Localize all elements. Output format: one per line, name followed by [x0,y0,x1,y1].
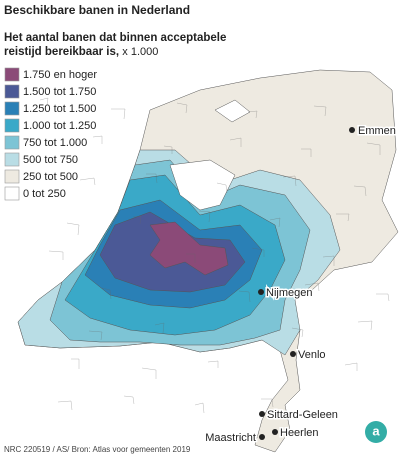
border-hint [336,213,350,222]
legend-label: 1.500 tot 1.750 [23,86,96,98]
unit: x 1.000 [122,46,158,58]
border-hint [313,105,327,117]
legend-swatch [4,84,20,99]
border-hint [376,293,390,302]
legend-label: 1.250 tot 1.500 [23,103,96,115]
border-hint [229,137,242,147]
border-hint [111,108,126,120]
map-region [169,159,236,211]
city-dot [259,411,265,417]
border-hint [261,398,274,408]
border-hint [282,175,297,187]
title: Beschikbare banen in Nederland [4,3,190,17]
legend-swatch [4,118,20,133]
border-hint [88,330,103,341]
border-hint [207,360,219,368]
svg-text:a: a [372,423,380,438]
border-hint [301,148,312,157]
legend-label: 1.000 tot 1.250 [23,120,96,132]
border-hint [57,400,73,411]
city-label: Heerlen [280,427,319,439]
map-region [149,221,229,276]
subtitle-line: reistijd bereikbaar is, x 1.000 [4,46,158,58]
border-hint [154,322,165,334]
border-hint [141,367,157,379]
border-hint [48,250,64,260]
subtitle-text: reistijd bereikbaar is, [4,46,119,58]
border-hint [251,247,265,257]
cities: Emmen Nijmegen Venlo Sittard-Geleen Heer… [204,123,398,445]
city-label: Venlo [298,349,326,361]
city-dot [290,351,296,357]
legend-swatch [4,67,20,82]
subtitle-line: Het aantal banen dat binnen acceptabele [4,32,226,44]
border-hint [304,282,320,292]
map [17,69,399,453]
border-hint [176,102,188,114]
border-hint [353,185,367,197]
border-hint [71,358,80,369]
city-label: Maastricht [205,432,256,444]
border-hint [79,177,96,186]
border-hint [269,217,281,228]
border-hint [194,402,205,414]
border-hint [366,142,381,155]
border-hint [247,110,258,119]
legend-swatch [4,152,20,167]
border-hint [198,210,211,223]
legend-swatch [4,169,20,184]
city-dot [272,429,278,435]
border-hint [163,145,173,154]
border-hint [39,97,49,106]
legend-label: 750 tot 1.000 [23,137,87,149]
city-label: Nijmegen [266,287,312,299]
city-label: Sittard-Geleen [267,409,338,421]
legend-swatch [4,135,20,150]
legend-label: 0 tot 250 [23,188,66,200]
border-hint [66,222,80,236]
city-dot [258,289,264,295]
border-hint [322,255,335,266]
border-hint [101,287,112,300]
city-dot [349,127,355,133]
legend-label: 250 tot 500 [23,171,78,183]
border-hint [123,395,135,405]
border-hint [357,320,373,331]
legend: 1.750 en hoger 1.500 tot 1.750 1.250 tot 1… [4,67,97,201]
border-hint [186,253,196,263]
border-hint [146,173,158,184]
city-label: Emmen [358,125,396,137]
legend-label: 500 tot 750 [23,154,78,166]
legend-swatch [4,101,20,116]
map-region [214,99,251,123]
border-hint [238,290,251,303]
logo: a [365,421,387,443]
legend-swatch [4,186,20,201]
border-hint [291,327,304,338]
border-hint [344,362,358,371]
border-hint [92,135,103,144]
source: NRC 220519 / AS/ Bron: Atlas voor gemeen… [4,445,191,454]
legend-label: 1.750 en hoger [23,69,97,81]
border-hint [132,215,142,225]
border-hint [216,182,228,194]
city-dot [259,434,265,440]
